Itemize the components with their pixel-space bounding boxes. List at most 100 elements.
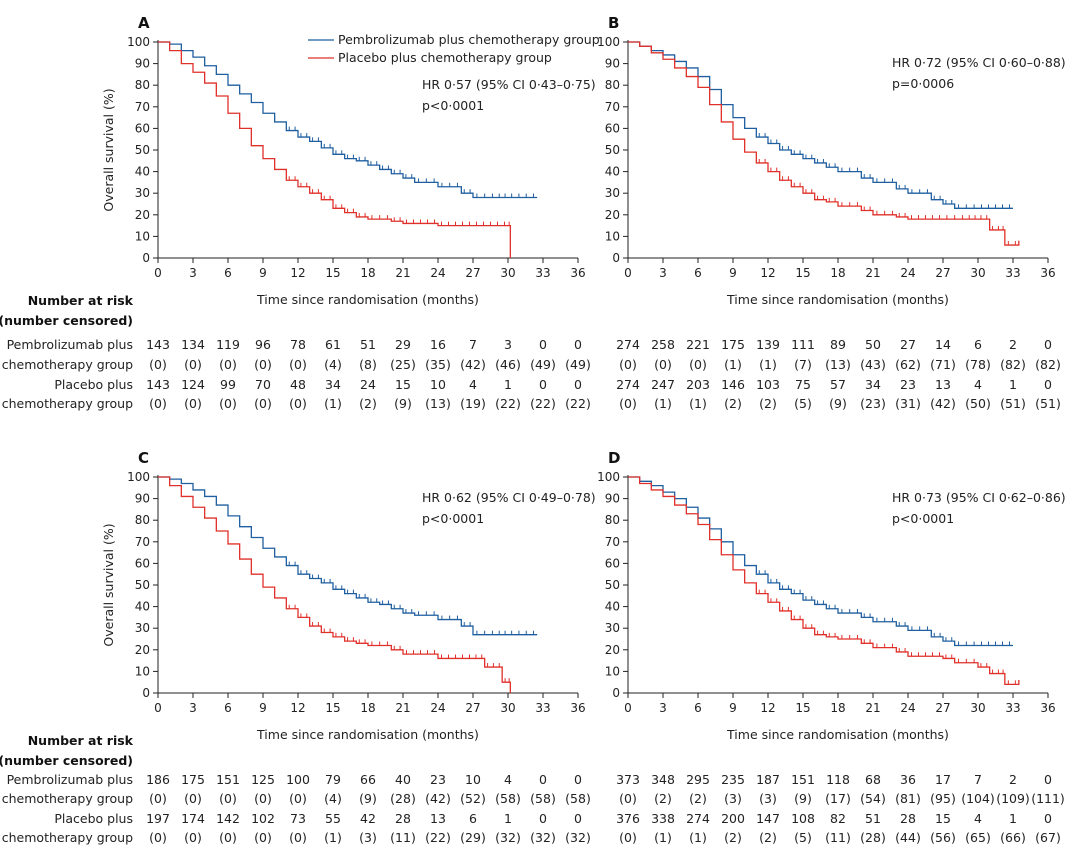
curve-placebo bbox=[628, 41, 1020, 246]
risk-cell-risk-pembro: 0 bbox=[574, 337, 582, 352]
risk-cell-risk-pembro: 134 bbox=[181, 337, 205, 352]
risk-group-placebo-line1: Placebo plus bbox=[54, 811, 133, 826]
risk-cell-risk-placebo: 203 bbox=[686, 377, 710, 392]
x-tick-label: 30 bbox=[970, 266, 985, 280]
risk-cell-censor-pembro: (28) bbox=[390, 791, 416, 806]
risk-cell-censor-placebo: (0) bbox=[619, 830, 637, 845]
risk-cell-censor-placebo: (0) bbox=[184, 830, 202, 845]
risk-table-header: Number at risk bbox=[28, 733, 134, 748]
risk-cell-censor-pembro: (82) bbox=[1035, 357, 1061, 372]
risk-cell-censor-placebo: (1) bbox=[324, 830, 342, 845]
risk-cell-risk-placebo: 338 bbox=[651, 811, 675, 826]
risk-cell-risk-pembro: 40 bbox=[395, 772, 411, 787]
y-tick-label: 20 bbox=[135, 643, 150, 657]
risk-cell-risk-placebo: 124 bbox=[181, 377, 205, 392]
risk-cell-risk-placebo: 4 bbox=[469, 377, 477, 392]
y-tick-label: 0 bbox=[612, 686, 620, 700]
risk-cell-censor-pembro: (54) bbox=[860, 791, 886, 806]
x-tick-label: 12 bbox=[290, 701, 305, 715]
risk-cell-censor-placebo: (22) bbox=[495, 396, 521, 411]
risk-cell-censor-pembro: (4) bbox=[324, 357, 342, 372]
risk-cell-censor-placebo: (32) bbox=[530, 830, 556, 845]
risk-cell-risk-pembro: 151 bbox=[791, 772, 815, 787]
risk-cell-censor-placebo: (2) bbox=[724, 830, 742, 845]
risk-cell-censor-placebo: (1) bbox=[654, 396, 672, 411]
x-tick-label: 6 bbox=[224, 701, 232, 715]
x-tick-label: 24 bbox=[900, 266, 915, 280]
risk-cell-risk-placebo: 10 bbox=[430, 377, 446, 392]
y-tick-label: 50 bbox=[605, 578, 620, 592]
risk-cell-risk-placebo: 376 bbox=[616, 811, 640, 826]
risk-table-header: Number at risk bbox=[28, 293, 134, 308]
risk-cell-censor-placebo: (31) bbox=[895, 396, 921, 411]
risk-cell-censor-pembro: (0) bbox=[619, 357, 637, 372]
risk-cell-censor-placebo: (2) bbox=[759, 830, 777, 845]
risk-cell-risk-pembro: 2 bbox=[1009, 337, 1017, 352]
x-tick-label: 6 bbox=[224, 266, 232, 280]
risk-cell-censor-placebo: (5) bbox=[794, 830, 812, 845]
risk-cell-censor-pembro: (0) bbox=[149, 357, 167, 372]
risk-cell-censor-pembro: (0) bbox=[289, 357, 307, 372]
risk-cell-risk-placebo: 75 bbox=[795, 377, 811, 392]
risk-cell-risk-pembro: 7 bbox=[974, 772, 982, 787]
y-tick-label: 100 bbox=[597, 470, 620, 484]
risk-cell-risk-placebo: 197 bbox=[146, 811, 170, 826]
y-tick-label: 0 bbox=[142, 251, 150, 265]
x-tick-label: 18 bbox=[360, 266, 375, 280]
risk-cell-risk-pembro: 119 bbox=[216, 337, 240, 352]
risk-cell-risk-pembro: 27 bbox=[900, 337, 916, 352]
x-tick-label: 18 bbox=[360, 701, 375, 715]
risk-cell-censor-placebo: (1) bbox=[324, 396, 342, 411]
risk-cell-censor-pembro: (0) bbox=[689, 357, 707, 372]
risk-group-placebo-line2: chemotherapy group bbox=[2, 396, 133, 411]
panel-label: D bbox=[608, 449, 620, 467]
risk-cell-risk-pembro: 258 bbox=[651, 337, 675, 352]
risk-cell-risk-pembro: 50 bbox=[865, 337, 881, 352]
risk-cell-risk-placebo: 247 bbox=[651, 377, 675, 392]
risk-cell-risk-pembro: 373 bbox=[616, 772, 640, 787]
x-tick-label: 15 bbox=[795, 701, 810, 715]
risk-cell-risk-pembro: 295 bbox=[686, 772, 710, 787]
risk-group-pembro-line1: Pembrolizumab plus bbox=[7, 337, 133, 352]
y-tick-label: 30 bbox=[135, 186, 150, 200]
x-tick-label: 9 bbox=[729, 701, 737, 715]
risk-table-subheader: (number censored) bbox=[0, 313, 133, 328]
x-tick-label: 36 bbox=[1040, 266, 1055, 280]
risk-cell-risk-pembro: 89 bbox=[830, 337, 846, 352]
risk-cell-risk-pembro: 14 bbox=[935, 337, 951, 352]
risk-cell-censor-pembro: (0) bbox=[289, 791, 307, 806]
risk-cell-risk-pembro: 0 bbox=[1044, 772, 1052, 787]
risk-cell-risk-placebo: 70 bbox=[255, 377, 271, 392]
risk-cell-risk-placebo: 57 bbox=[830, 377, 846, 392]
risk-cell-censor-placebo: (11) bbox=[390, 830, 416, 845]
risk-cell-censor-pembro: (13) bbox=[825, 357, 851, 372]
x-tick-label: 36 bbox=[570, 701, 585, 715]
risk-cell-risk-pembro: 66 bbox=[360, 772, 376, 787]
risk-cell-censor-pembro: (0) bbox=[184, 791, 202, 806]
risk-cell-risk-pembro: 4 bbox=[504, 772, 512, 787]
risk-cell-censor-placebo: (67) bbox=[1035, 830, 1061, 845]
x-tick-label: 30 bbox=[970, 701, 985, 715]
risk-cell-risk-pembro: 111 bbox=[791, 337, 815, 352]
risk-cell-censor-pembro: (46) bbox=[495, 357, 521, 372]
x-tick-label: 0 bbox=[624, 701, 632, 715]
risk-cell-risk-pembro: 139 bbox=[756, 337, 780, 352]
risk-cell-censor-placebo: (9) bbox=[394, 396, 412, 411]
y-tick-label: 10 bbox=[605, 229, 620, 243]
x-tick-label: 33 bbox=[535, 701, 550, 715]
risk-cell-censor-placebo: (5) bbox=[794, 396, 812, 411]
risk-cell-risk-pembro: 2 bbox=[1009, 772, 1017, 787]
risk-cell-risk-placebo: 0 bbox=[539, 811, 547, 826]
risk-cell-censor-placebo: (2) bbox=[724, 396, 742, 411]
y-tick-label: 40 bbox=[605, 165, 620, 179]
risk-cell-risk-placebo: 142 bbox=[216, 811, 240, 826]
risk-cell-risk-placebo: 147 bbox=[756, 811, 780, 826]
risk-cell-risk-pembro: 61 bbox=[325, 337, 341, 352]
risk-cell-risk-pembro: 143 bbox=[146, 337, 170, 352]
risk-cell-censor-placebo: (0) bbox=[149, 396, 167, 411]
x-tick-label: 30 bbox=[500, 701, 515, 715]
x-tick-label: 3 bbox=[189, 266, 197, 280]
risk-cell-risk-placebo: 1 bbox=[1009, 811, 1017, 826]
